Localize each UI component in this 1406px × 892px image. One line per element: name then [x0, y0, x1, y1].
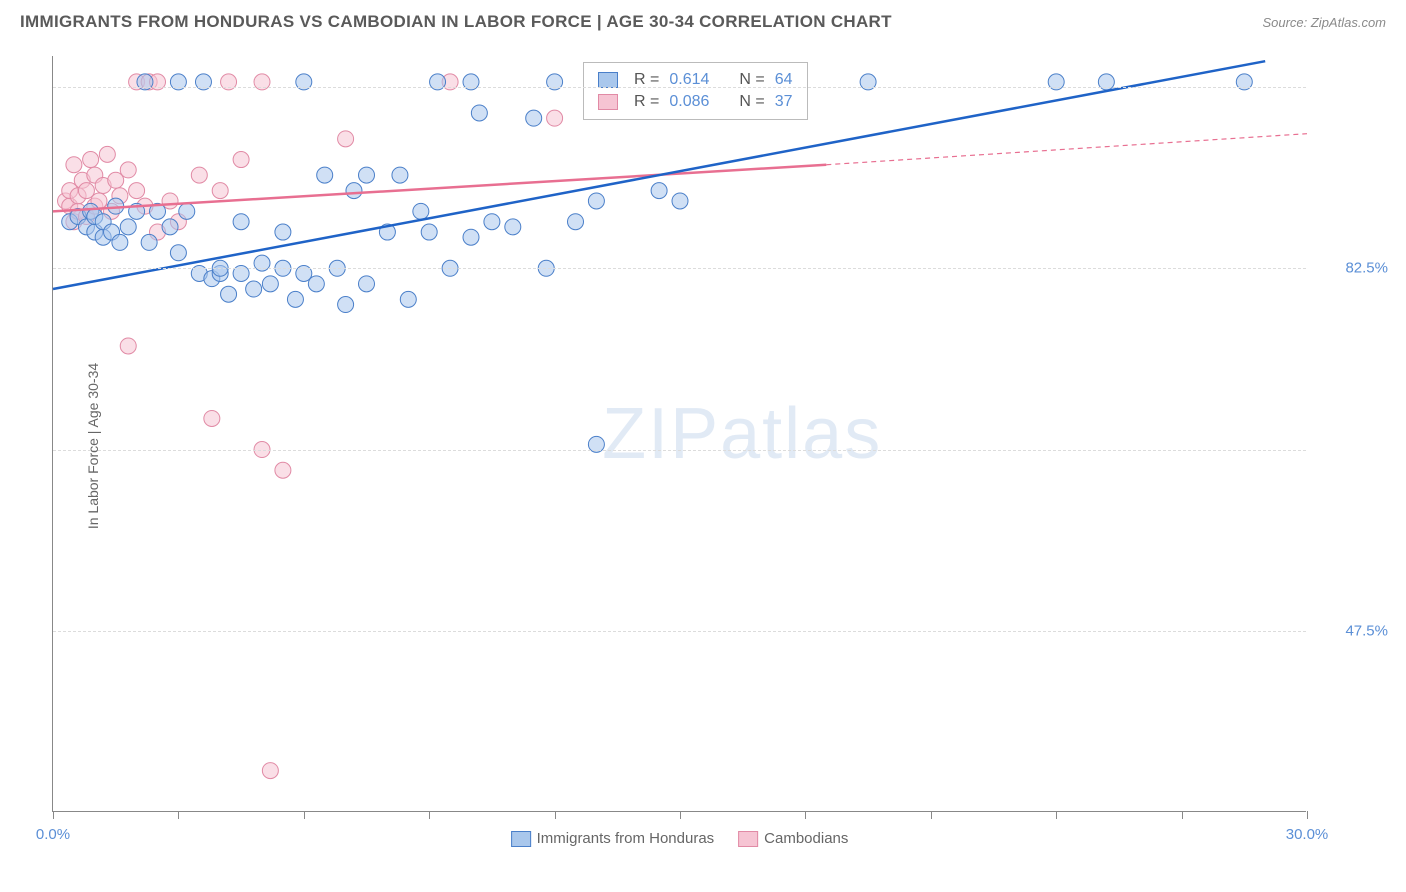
data-point — [547, 110, 563, 126]
data-point — [505, 219, 521, 235]
x-tick — [1307, 811, 1308, 819]
data-point — [526, 110, 542, 126]
data-point — [359, 167, 375, 183]
x-tick — [805, 811, 806, 819]
data-point — [346, 183, 362, 199]
data-point — [120, 162, 136, 178]
gridline — [53, 631, 1306, 632]
data-point — [120, 338, 136, 354]
data-point — [170, 245, 186, 261]
data-point — [262, 763, 278, 779]
x-tick — [680, 811, 681, 819]
source-label: Source: ZipAtlas.com — [1262, 15, 1386, 30]
gridline — [53, 268, 1306, 269]
legend-label: Immigrants from Honduras — [537, 830, 715, 847]
x-tick — [1056, 811, 1057, 819]
data-point — [99, 146, 115, 162]
x-tick-label: 0.0% — [36, 826, 70, 843]
y-tick-label: 47.5% — [1345, 622, 1388, 639]
data-point — [246, 281, 262, 297]
trend-line — [53, 165, 826, 212]
data-point — [359, 276, 375, 292]
x-tick — [178, 811, 179, 819]
data-point — [392, 167, 408, 183]
x-tick — [555, 811, 556, 819]
data-point — [262, 276, 278, 292]
legend-swatch — [738, 831, 758, 847]
data-point — [179, 203, 195, 219]
data-point — [651, 183, 667, 199]
stat-r-value: 0.086 — [669, 93, 709, 111]
series-swatch — [598, 72, 618, 88]
data-point — [317, 167, 333, 183]
stat-n-value: 37 — [775, 93, 793, 111]
data-point — [338, 297, 354, 313]
stat-r-label: R = — [634, 93, 659, 111]
data-point — [413, 203, 429, 219]
data-point — [162, 219, 178, 235]
legend-label: Cambodians — [764, 830, 848, 847]
data-point — [83, 152, 99, 168]
data-point — [308, 276, 324, 292]
data-point — [421, 224, 437, 240]
data-point — [275, 224, 291, 240]
series-swatch — [598, 94, 618, 110]
stat-row: R = 0.086 N = 37 — [598, 91, 793, 113]
data-point — [338, 131, 354, 147]
trend-line-extrapolated — [826, 134, 1307, 165]
x-tick — [931, 811, 932, 819]
data-point — [212, 183, 228, 199]
chart-plot-area: ZIPatlas R = 0.614N = 64R = 0.086N = 37 … — [52, 56, 1306, 812]
data-point — [275, 462, 291, 478]
data-point — [233, 152, 249, 168]
data-point — [568, 214, 584, 230]
data-point — [463, 229, 479, 245]
data-point — [221, 286, 237, 302]
chart-title: IMMIGRANTS FROM HONDURAS VS CAMBODIAN IN… — [20, 12, 892, 32]
x-tick — [429, 811, 430, 819]
legend-item: Cambodians — [738, 830, 848, 847]
data-point — [672, 193, 688, 209]
stat-n-label: N = — [739, 93, 764, 111]
gridline — [53, 450, 1306, 451]
data-point — [471, 105, 487, 121]
data-point — [191, 167, 207, 183]
data-point — [233, 214, 249, 230]
x-tick — [53, 811, 54, 819]
x-tick — [1182, 811, 1183, 819]
x-tick-label: 30.0% — [1286, 826, 1329, 843]
data-point — [287, 291, 303, 307]
legend: Immigrants from Honduras Cambodians — [511, 830, 849, 847]
chart-svg — [53, 56, 1306, 811]
data-point — [400, 291, 416, 307]
data-point — [112, 234, 128, 250]
data-point — [129, 183, 145, 199]
data-point — [588, 193, 604, 209]
gridline — [53, 87, 1306, 88]
data-point — [204, 410, 220, 426]
data-point — [66, 157, 82, 173]
correlation-stats-box: R = 0.614N = 64R = 0.086N = 37 — [583, 62, 808, 120]
data-point — [484, 214, 500, 230]
legend-item: Immigrants from Honduras — [511, 830, 715, 847]
y-tick-label: 82.5% — [1345, 260, 1388, 277]
data-point — [141, 234, 157, 250]
x-tick — [304, 811, 305, 819]
data-point — [120, 219, 136, 235]
legend-swatch — [511, 831, 531, 847]
